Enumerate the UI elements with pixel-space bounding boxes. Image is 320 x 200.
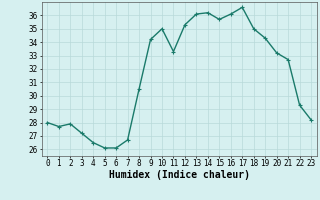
X-axis label: Humidex (Indice chaleur): Humidex (Indice chaleur) <box>109 170 250 180</box>
